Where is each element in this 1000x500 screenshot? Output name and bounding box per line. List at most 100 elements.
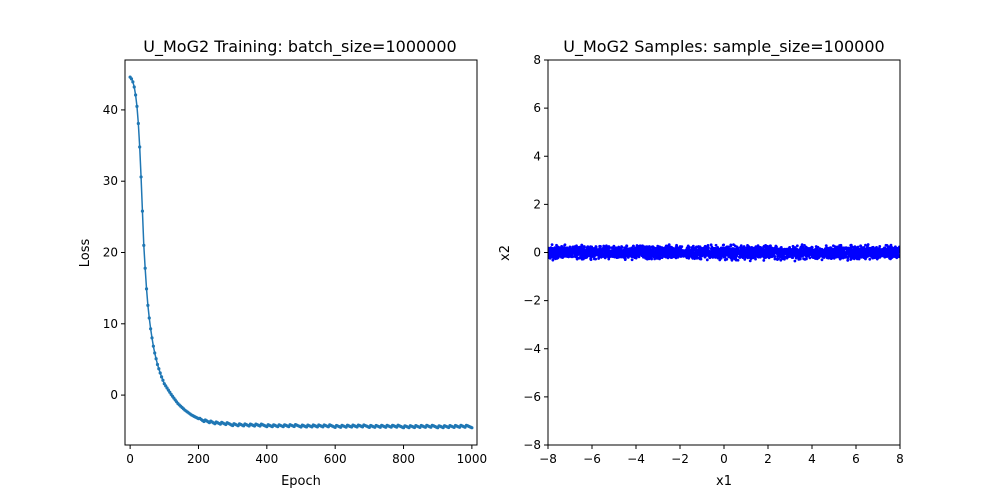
- loss-line: [129, 76, 473, 429]
- loss-point: [153, 351, 157, 355]
- sample-point: [793, 259, 797, 263]
- sample-point: [774, 244, 778, 248]
- sample-point: [846, 246, 850, 250]
- sample-point: [783, 250, 787, 253]
- sample-point: [632, 244, 635, 248]
- sample-point: [777, 257, 780, 261]
- sample-point: [617, 250, 621, 254]
- y-tick-label: −4: [523, 342, 541, 356]
- sample-point: [721, 246, 725, 250]
- sample-point: [648, 252, 652, 255]
- sample-point: [561, 251, 564, 254]
- x-tick-label: −4: [627, 452, 645, 466]
- sample-point: [852, 251, 856, 255]
- sample-point: [678, 245, 682, 249]
- sample-point: [589, 248, 593, 252]
- sample-point: [886, 245, 890, 249]
- sample-point: [650, 245, 654, 249]
- sample-point: [885, 251, 889, 255]
- y-tick-label: 10: [103, 317, 118, 331]
- sample-point: [587, 246, 591, 250]
- sample-point: [658, 253, 661, 256]
- loss-point: [157, 367, 161, 371]
- sample-point: [730, 258, 734, 262]
- sample-point: [868, 249, 871, 253]
- sample-point: [796, 248, 800, 252]
- sample-point: [600, 249, 604, 253]
- sample-point: [698, 250, 702, 254]
- sample-point: [583, 249, 586, 252]
- sample-point: [762, 258, 766, 262]
- sample-point: [888, 254, 891, 257]
- loss-point: [155, 362, 160, 367]
- sample-point: [749, 249, 753, 253]
- sample-point: [579, 256, 583, 260]
- sample-point: [568, 251, 572, 255]
- sample-point: [800, 254, 803, 258]
- sample-point: [681, 249, 685, 253]
- sample-point: [580, 253, 584, 257]
- sample-point: [866, 244, 869, 248]
- loss-point: [131, 80, 135, 84]
- training-loss-chart: U_MoG2 Training: batch_size=1000000 0 200…: [78, 37, 487, 489]
- sample-point: [615, 248, 619, 251]
- sample-point: [853, 249, 856, 253]
- sample-point: [645, 245, 649, 249]
- x-axis-label: Epoch: [281, 474, 321, 489]
- x-tick-label: −6: [583, 452, 601, 466]
- sample-point: [551, 258, 555, 262]
- x-tick-label: 600: [324, 452, 347, 466]
- y-tick-label: −6: [523, 390, 541, 404]
- sample-point: [580, 243, 584, 247]
- sample-point: [604, 255, 608, 259]
- sample-point: [791, 256, 795, 259]
- y-tick-label: 0: [110, 388, 118, 402]
- sample-point: [776, 254, 780, 258]
- sample-point: [743, 258, 747, 261]
- sample-point: [569, 248, 573, 251]
- sample-point: [788, 248, 792, 251]
- sample-point: [853, 245, 857, 249]
- sample-point: [875, 246, 878, 249]
- x-tick-label: 1000: [457, 452, 488, 466]
- sample-point: [713, 255, 716, 258]
- sample-point: [581, 257, 585, 261]
- sample-point: [673, 251, 677, 255]
- sample-point: [597, 254, 601, 258]
- sample-point: [585, 249, 589, 253]
- sample-point: [831, 244, 835, 248]
- sample-point: [727, 250, 730, 254]
- sample-point: [548, 247, 551, 251]
- sample-point: [714, 243, 718, 247]
- sample-point: [597, 257, 600, 260]
- sample-point: [727, 245, 730, 249]
- plot-frame: [124, 59, 478, 446]
- sample-point: [808, 256, 812, 260]
- sample-point: [822, 256, 826, 259]
- sample-point: [797, 256, 801, 260]
- sample-point: [706, 250, 710, 254]
- sample-point: [746, 256, 750, 260]
- sample-point: [690, 250, 694, 254]
- sample-point: [672, 255, 676, 259]
- sample-point: [803, 258, 807, 261]
- sample-point: [790, 248, 794, 252]
- sample-point: [642, 250, 645, 254]
- sample-point: [555, 243, 558, 247]
- sample-point: [748, 259, 752, 263]
- sample-point: [832, 256, 836, 260]
- sample-point: [790, 250, 794, 254]
- sample-point: [866, 253, 870, 257]
- sample-point: [765, 244, 769, 248]
- sample-point: [593, 249, 597, 252]
- sample-point: [708, 256, 712, 260]
- sample-point: [843, 246, 846, 250]
- sample-point: [751, 248, 755, 251]
- sample-point: [709, 247, 713, 251]
- sample-point: [624, 251, 628, 255]
- sample-point: [862, 255, 866, 259]
- sample-point: [576, 253, 579, 257]
- sample-point: [579, 251, 583, 255]
- sample-point: [884, 248, 888, 252]
